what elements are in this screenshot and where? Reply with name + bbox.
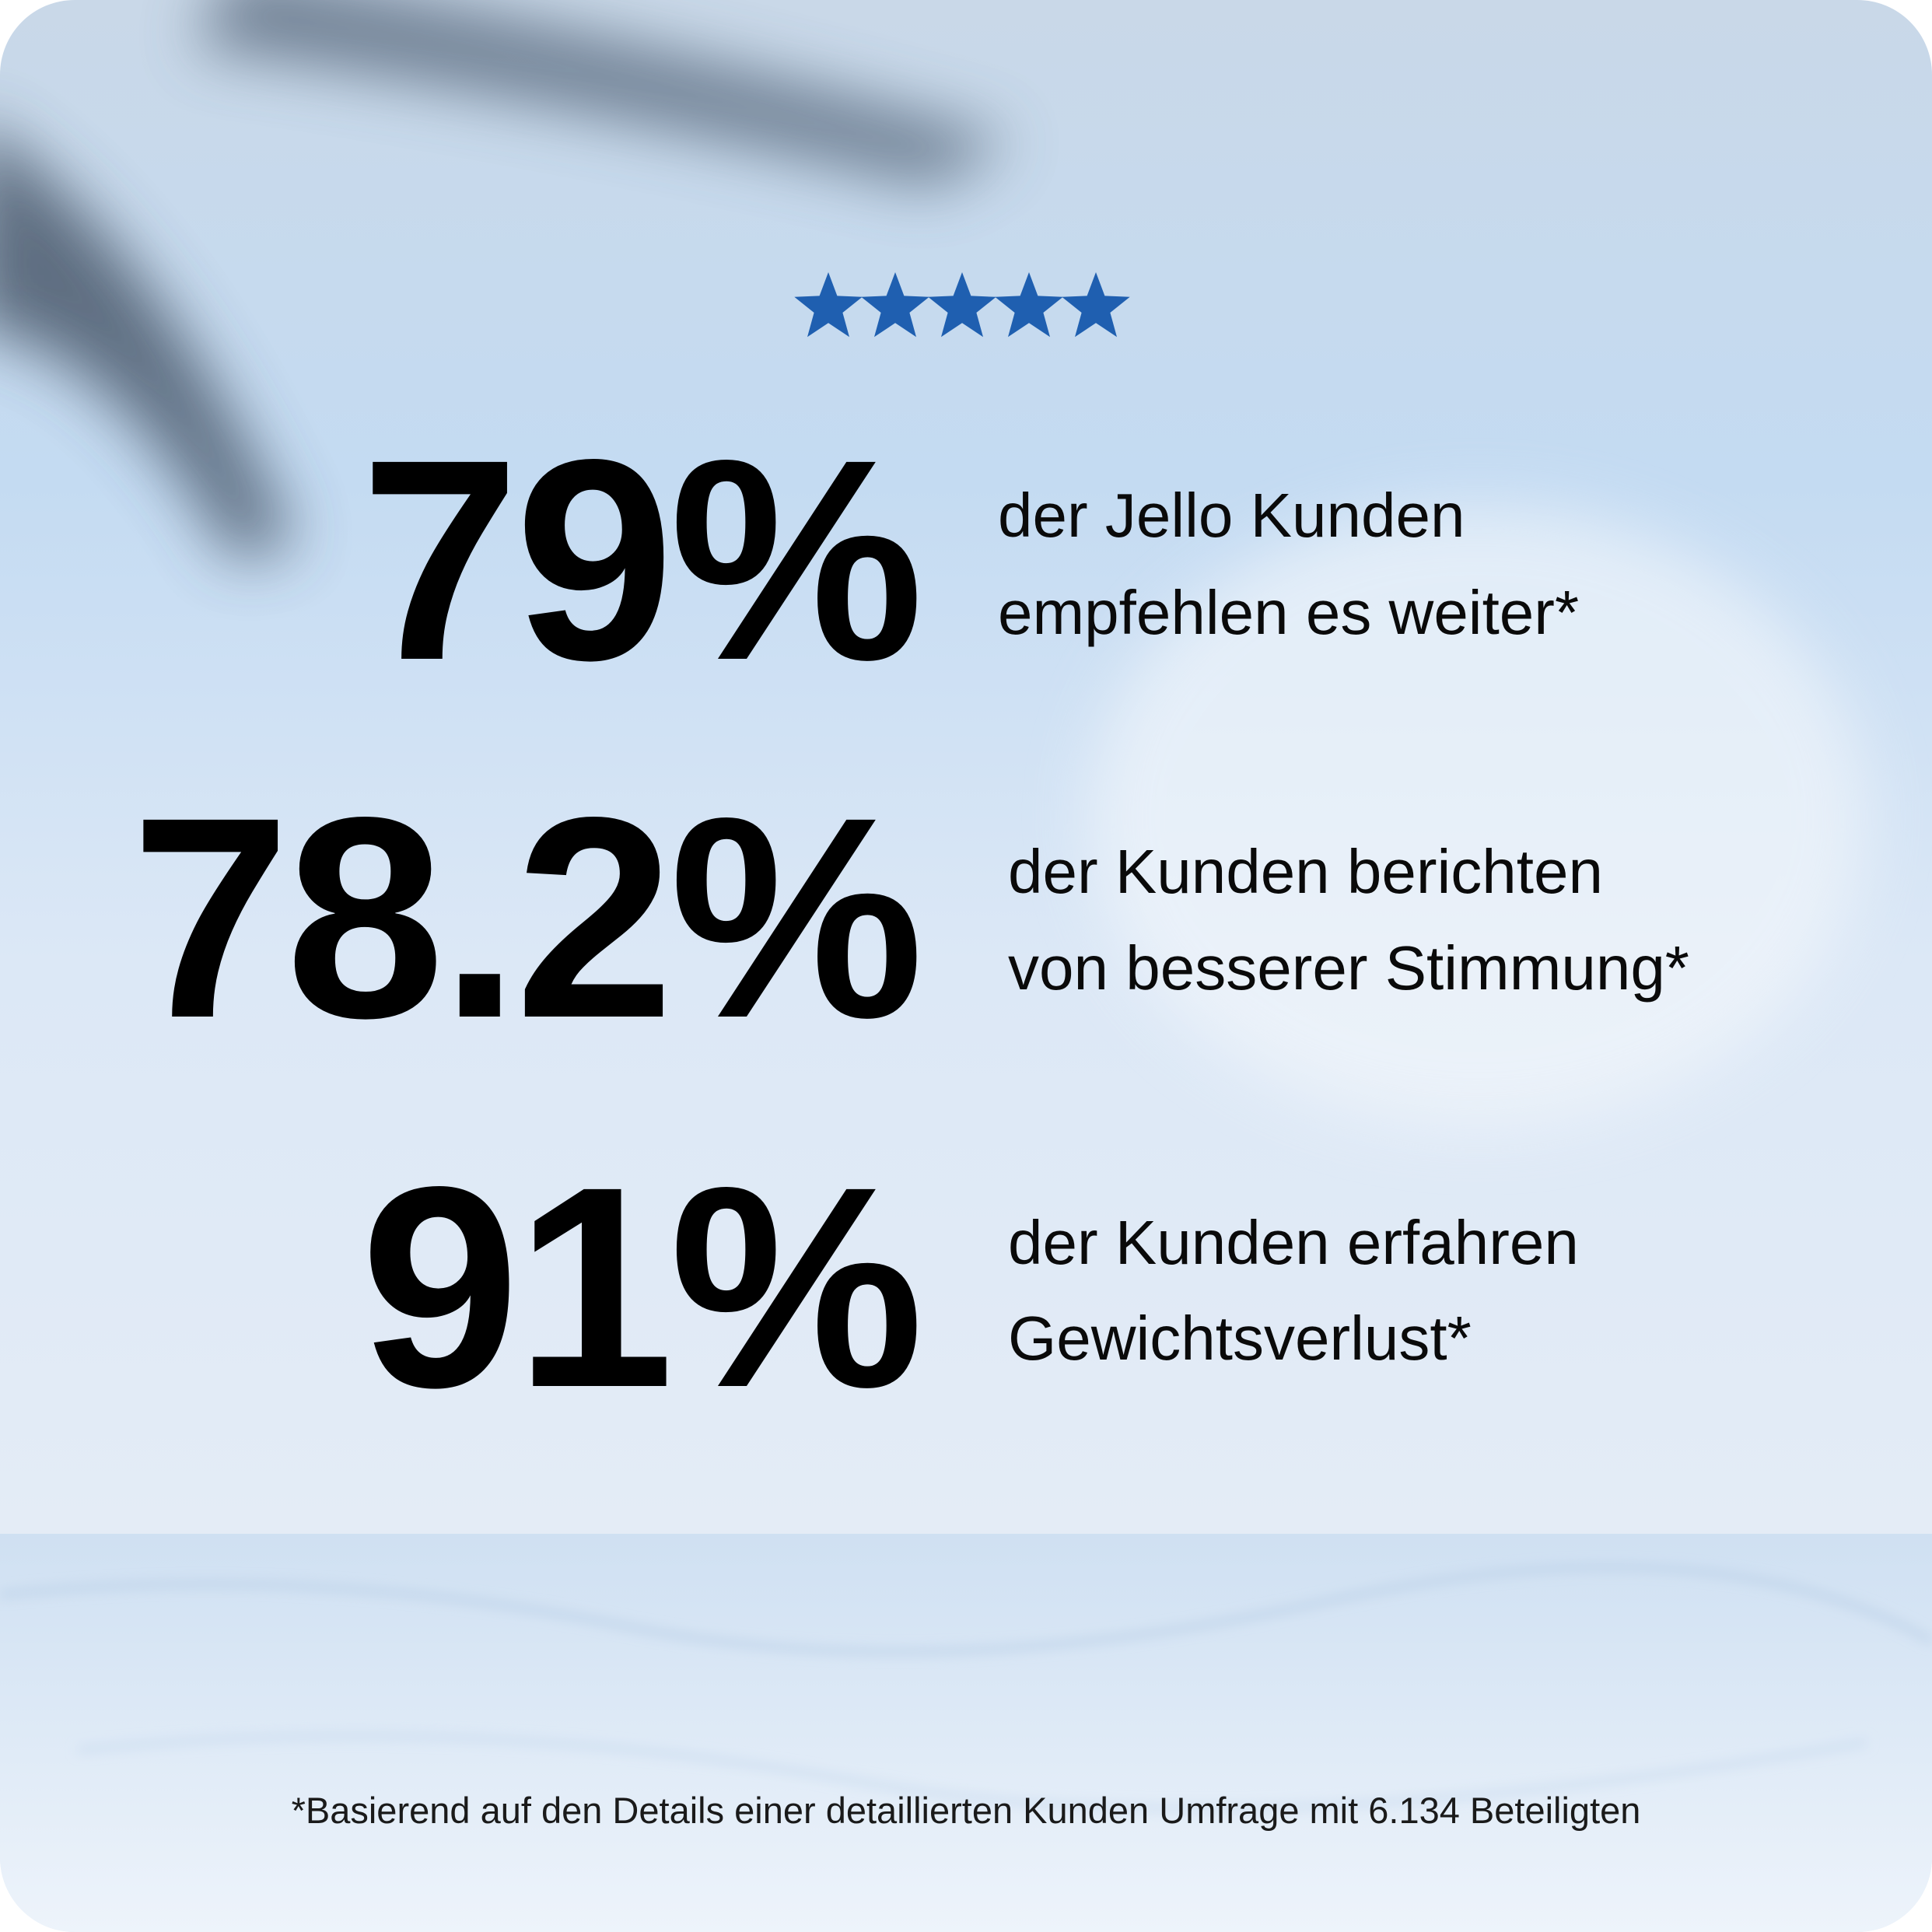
star: [928, 272, 996, 338]
stat-figure: 79%: [360, 400, 919, 719]
star: [995, 272, 1063, 338]
rating-stars: [794, 272, 1130, 338]
stat-description: von besserer Stimmung*: [1008, 933, 1689, 1003]
stat-description: empfehlen es weiter*: [998, 578, 1579, 647]
footnote: *Basierend auf den Details einer detaill…: [292, 1790, 1641, 1831]
stat-figure: 91%: [360, 1127, 919, 1447]
stats: 79% der Jello Kunden empfehlen es weiter* 7…: [131, 400, 1689, 1447]
stat-description: Gewichtsverlust*: [1008, 1304, 1472, 1373]
stat-figure: 78.2%: [131, 758, 920, 1077]
stat-description: der Kunden erfahren: [1008, 1208, 1579, 1277]
stat-description: der Kunden berichten: [1008, 837, 1603, 906]
star: [794, 272, 863, 338]
star: [861, 272, 929, 338]
star: [1062, 272, 1130, 338]
stat-description: der Jello Kunden: [998, 481, 1465, 550]
